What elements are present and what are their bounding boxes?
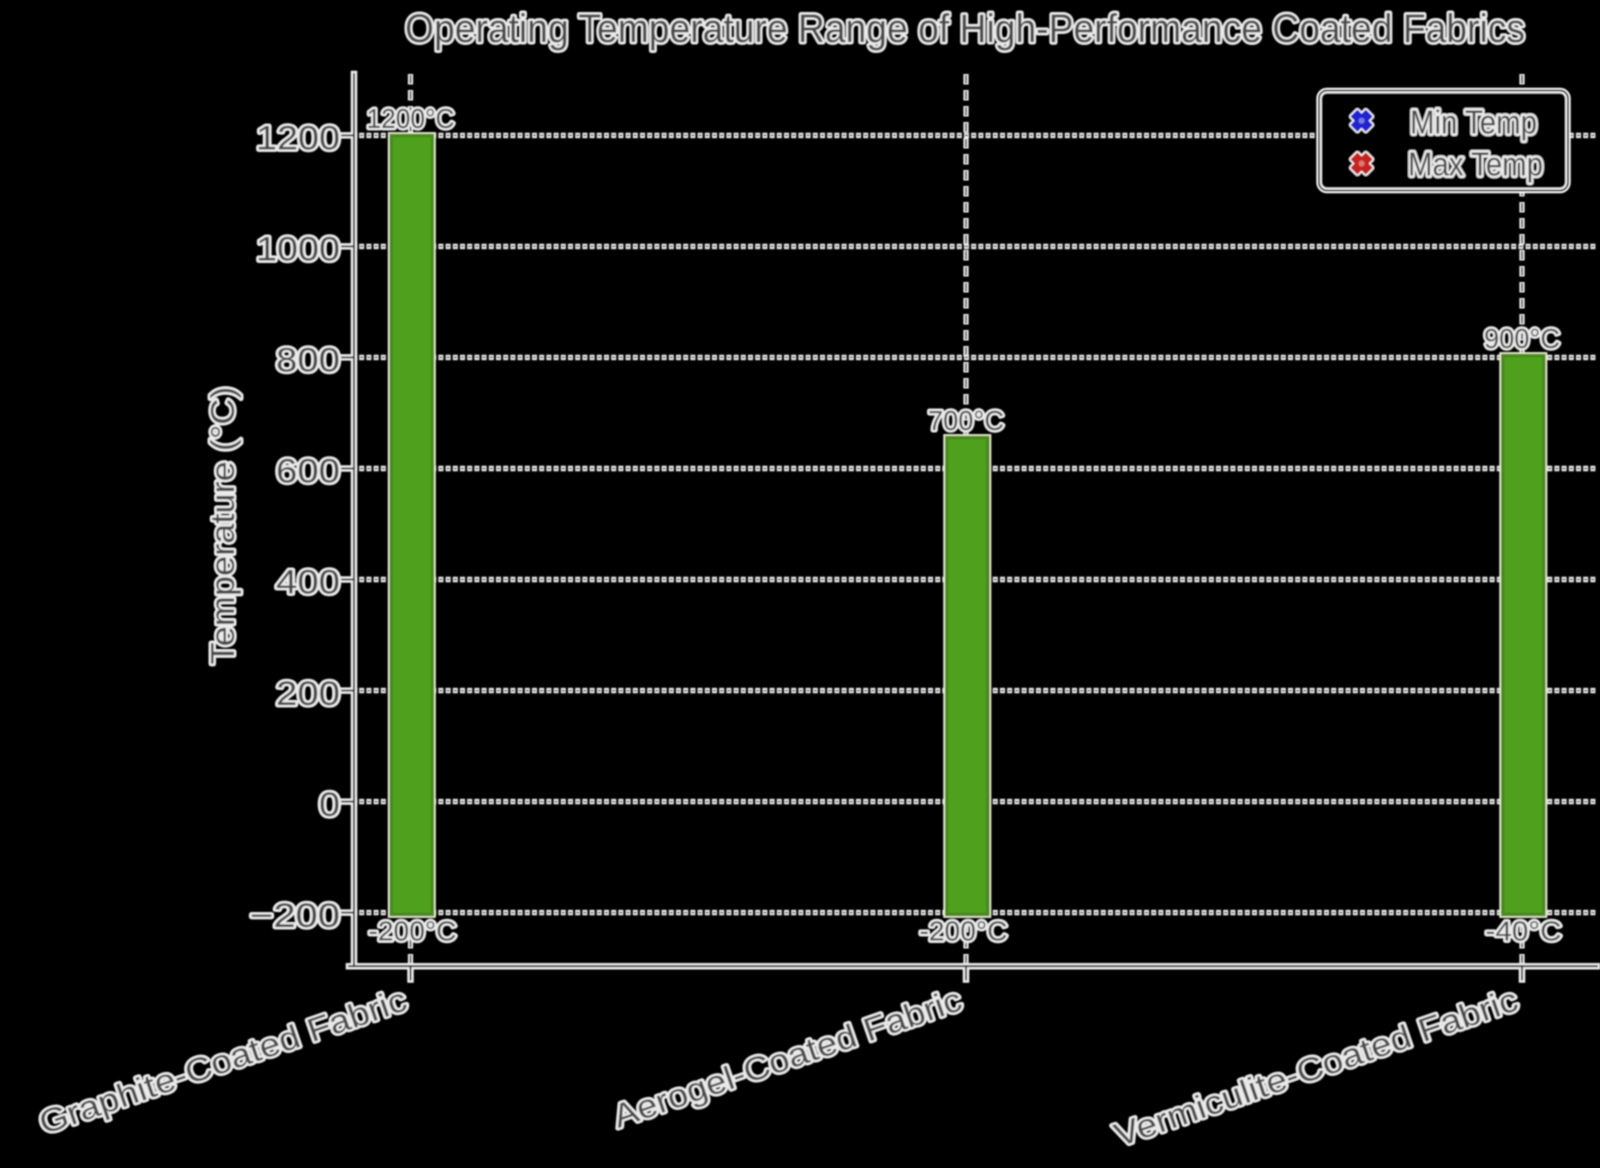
- svg-text:800: 800: [276, 342, 340, 380]
- svg-text:1200°C: 1200°C: [367, 103, 455, 134]
- svg-text:900°C: 900°C: [1484, 323, 1560, 354]
- svg-text:-40°C: -40°C: [1486, 916, 1562, 947]
- svg-text:-200°C: -200°C: [920, 916, 1008, 947]
- svg-text:600: 600: [276, 453, 340, 491]
- svg-text:700°C: 700°C: [928, 405, 1004, 436]
- svg-text:1200: 1200: [256, 120, 340, 158]
- svg-text:200: 200: [276, 675, 340, 713]
- svg-text:Operating Temperature Range of: Operating Temperature Range of High-Perf…: [405, 7, 1525, 51]
- svg-text:Max Temp: Max Temp: [1408, 146, 1543, 183]
- svg-text:-200°C: -200°C: [369, 916, 457, 947]
- svg-text:Min Temp: Min Temp: [1410, 104, 1537, 141]
- svg-text:0: 0: [319, 786, 340, 824]
- svg-text:400: 400: [276, 564, 340, 602]
- svg-text:1000: 1000: [256, 231, 340, 269]
- svg-text:−200: −200: [250, 897, 340, 935]
- svg-text:Temperature (°C): Temperature (°C): [204, 387, 241, 665]
